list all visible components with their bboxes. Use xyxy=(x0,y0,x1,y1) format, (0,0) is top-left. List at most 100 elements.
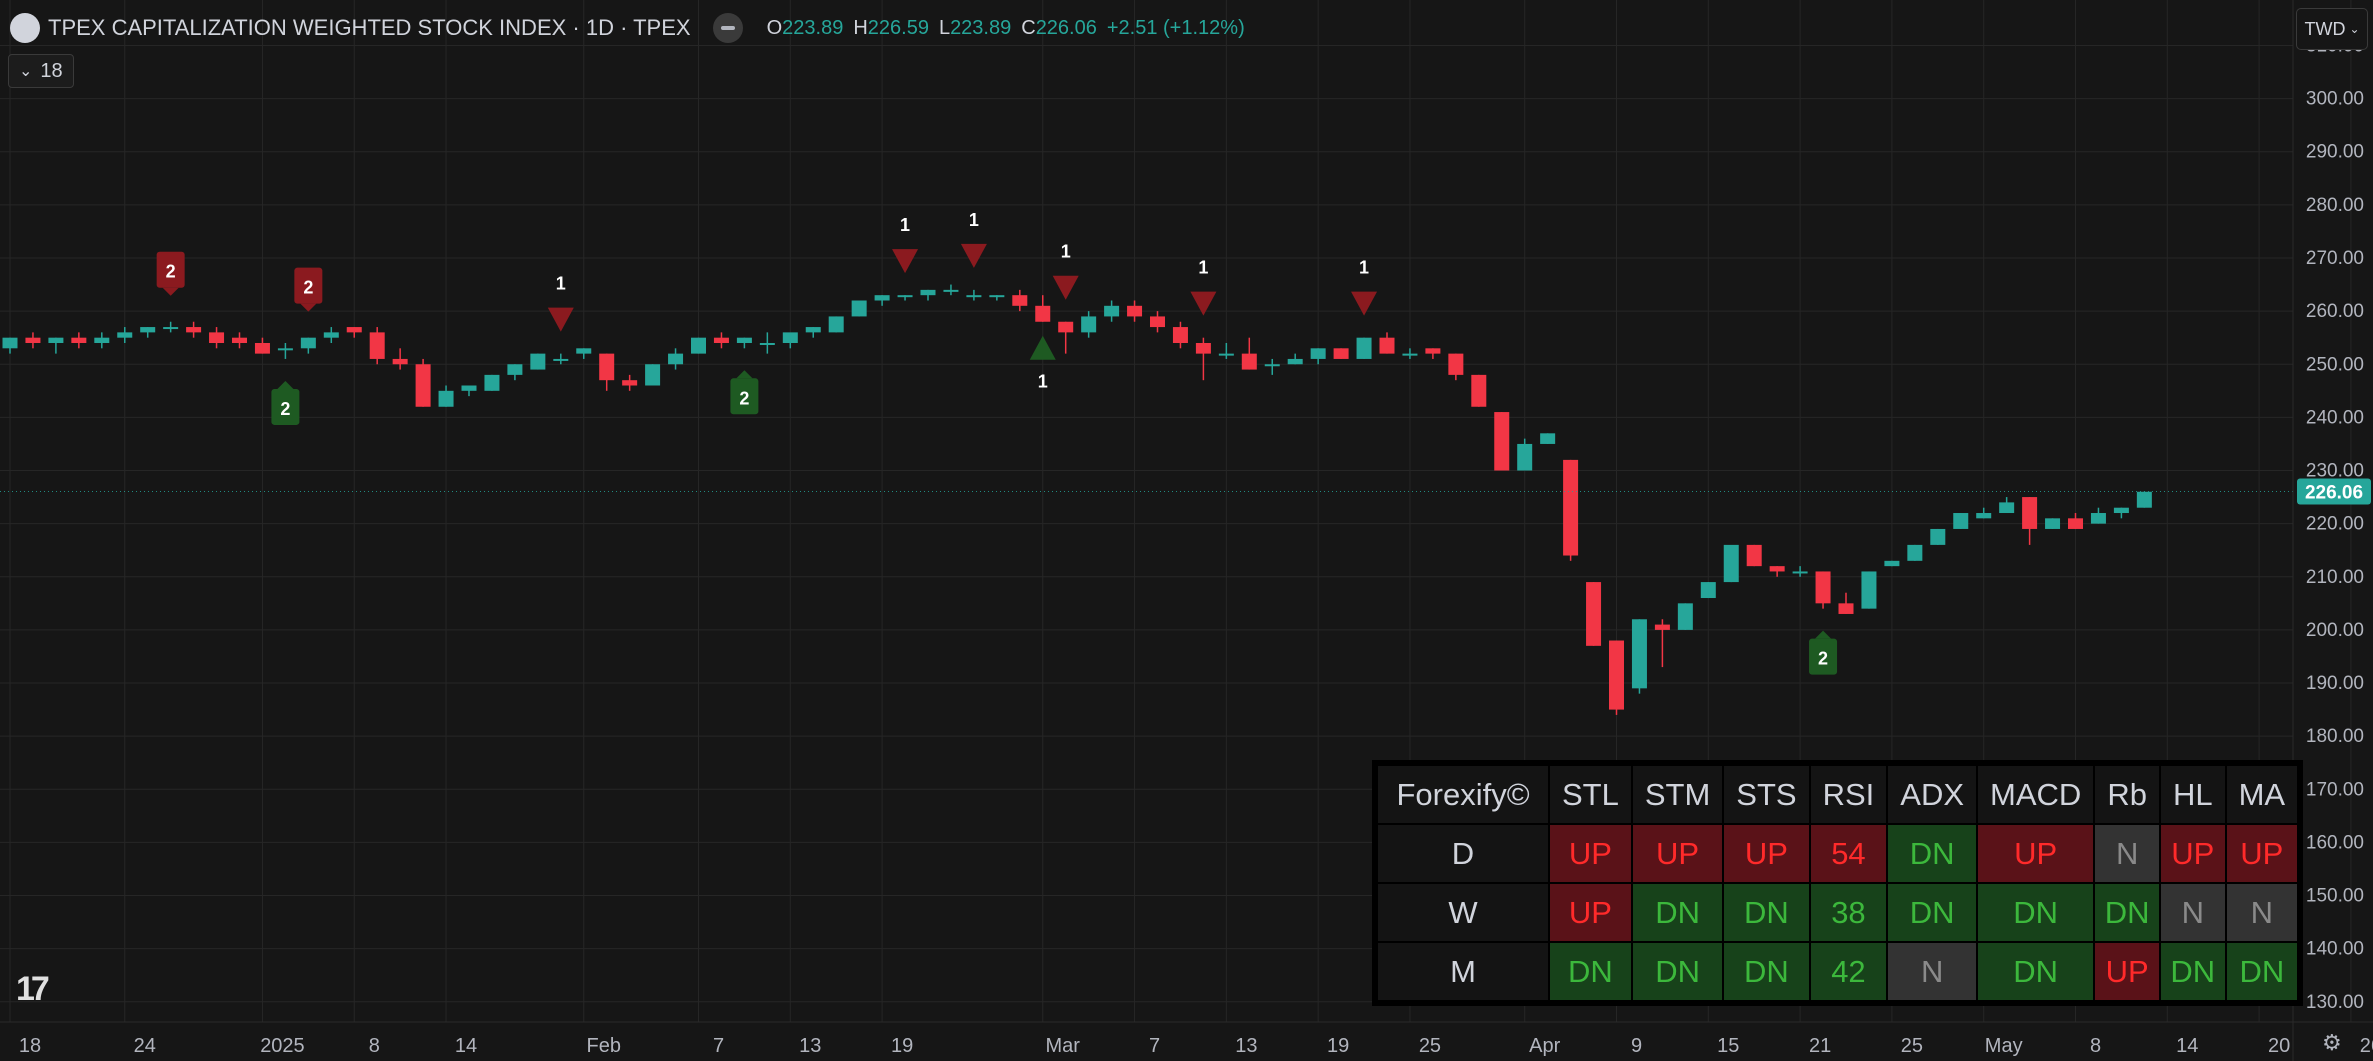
candle-body xyxy=(1012,295,1028,306)
candle-body xyxy=(1494,412,1510,471)
candle-body xyxy=(966,295,982,298)
candle-body xyxy=(1631,619,1647,689)
symbol-title[interactable]: TPEX CAPITALIZATION WEIGHTED STOCK INDEX… xyxy=(48,15,691,40)
forexify-cell: 54 xyxy=(1810,825,1887,882)
forexify-cell: UP xyxy=(1550,825,1631,882)
y-tick-label: 250.00 xyxy=(2306,354,2364,375)
candle-body xyxy=(576,348,592,354)
forexify-header-row: Forexify© STL STM STS RSI ADX MACD Rb HL MA xyxy=(1378,766,2298,823)
y-tick-label: 200.00 xyxy=(2306,620,2364,641)
candle-body xyxy=(1976,513,1992,519)
sell-triangle-icon xyxy=(547,307,574,332)
candle-body xyxy=(1104,305,1120,317)
tradingview-logo-icon[interactable]: 17 xyxy=(16,970,50,1008)
forexify-col-ma: MA xyxy=(2226,766,2298,823)
candle-body xyxy=(1999,502,2015,514)
candle-body xyxy=(759,342,775,345)
forexify-cell: N xyxy=(1888,943,1977,1000)
x-tick-label: Apr xyxy=(1529,1035,1560,1057)
collapse-legend-button[interactable] xyxy=(712,13,743,43)
x-tick-label: 2025 xyxy=(260,1035,305,1057)
y-tick-label: 260.00 xyxy=(2306,301,2364,322)
forexify-cell: 42 xyxy=(1810,943,1887,1000)
close-label: C xyxy=(1021,16,1036,39)
candle-body xyxy=(1700,582,1716,599)
candle-body xyxy=(140,327,156,333)
candle-body xyxy=(1540,433,1556,444)
candle-body xyxy=(415,364,431,407)
candle-body xyxy=(277,348,293,351)
candle-body xyxy=(1586,582,1602,646)
forexify-cell: UP xyxy=(1724,825,1809,882)
candle-body xyxy=(1471,374,1487,407)
candle-body xyxy=(346,327,362,333)
buy-label-box xyxy=(1809,638,1838,675)
x-tick-label: 21 xyxy=(1809,1035,1831,1057)
forexify-row-label: W xyxy=(1378,884,1548,941)
candle-body xyxy=(553,358,569,361)
candle-body xyxy=(163,327,179,330)
candle-body xyxy=(1218,353,1234,356)
currency-selector[interactable]: TWD ⌄ xyxy=(2296,8,2368,50)
change-value: +2.51 (+1.12%) xyxy=(1106,16,1245,39)
close-value: 226.06 xyxy=(1035,16,1097,39)
x-tick-label: 14 xyxy=(2176,1035,2198,1057)
forexify-col-hl: HL xyxy=(2160,766,2225,823)
candle-body xyxy=(2090,513,2106,524)
symbol-logo-icon xyxy=(10,13,40,43)
candle-body xyxy=(1241,353,1257,370)
x-tick-label: 19 xyxy=(891,1035,913,1057)
forexify-cell: DN xyxy=(1632,943,1723,1000)
candle-body xyxy=(209,332,225,343)
candle-body xyxy=(782,332,798,343)
open-label: O xyxy=(766,16,783,39)
candle-body xyxy=(1654,624,1670,630)
y-tick-label: 140.00 xyxy=(2306,939,2364,960)
candle-body xyxy=(1838,603,1854,614)
y-tick-label: 150.00 xyxy=(2306,886,2364,907)
candle-body xyxy=(1264,364,1280,367)
candle-body xyxy=(1723,544,1739,583)
buy-label-pointer xyxy=(736,370,753,379)
sell-label-text: 2 xyxy=(166,262,176,282)
y-tick-label: 290.00 xyxy=(2306,142,2364,163)
forexify-cell: DN xyxy=(1978,884,2094,941)
y-tick-label: 280.00 xyxy=(2306,195,2364,216)
indicators-toggle[interactable]: ⌄ 18 xyxy=(8,54,74,88)
y-tick-label: 160.00 xyxy=(2306,832,2364,853)
y-tick-label: 240.00 xyxy=(2306,407,2364,428)
last-price-tag xyxy=(2297,478,2371,505)
forexify-cell: DN xyxy=(2160,943,2225,1000)
low-label: L xyxy=(938,16,951,39)
candle-body xyxy=(392,358,408,365)
forexify-cell: UP xyxy=(2095,943,2159,1000)
sell-triangle-icon xyxy=(1351,291,1378,316)
forexify-cell: DN xyxy=(1550,943,1631,1000)
currency-label: TWD xyxy=(2304,18,2346,39)
forexify-cell: DN xyxy=(1978,943,2094,1000)
forexify-cell: DN xyxy=(1888,884,1977,941)
candle-body xyxy=(1677,603,1693,630)
candle-body xyxy=(1150,316,1165,328)
forexify-row-d: D UP UP UP 54 DN UP N UP UP xyxy=(1378,825,2298,882)
time-axis: 18 24 2025 8 14 Feb 7 13 19 Mar 7 13 19 25 Apr 9 15 21 25 M… xyxy=(0,1021,2373,1057)
candle-body xyxy=(736,337,752,343)
x-tick-label: 24 xyxy=(134,1035,156,1057)
candle-body xyxy=(668,353,684,365)
forexify-cell: DN xyxy=(2095,884,2159,941)
sell-triangle-icon xyxy=(960,243,987,268)
candle-body xyxy=(1379,337,1395,354)
signal-markers: 2 2 1 1 1 1 1 1 2 2 1 2 xyxy=(156,210,1838,675)
candle-body xyxy=(186,327,202,333)
candle-body xyxy=(71,337,87,343)
candle-body xyxy=(828,316,844,333)
forexify-col-sts: STS xyxy=(1724,766,1809,823)
forexify-cell: DN xyxy=(1724,943,1809,1000)
candle-body xyxy=(943,289,959,292)
gear-icon[interactable]: ⚙ xyxy=(2322,1030,2342,1055)
forexify-cell: DN xyxy=(1632,884,1723,941)
x-tick-label: 20 xyxy=(2268,1035,2290,1057)
open-value: 223.89 xyxy=(782,16,844,39)
candle-body xyxy=(438,390,454,407)
